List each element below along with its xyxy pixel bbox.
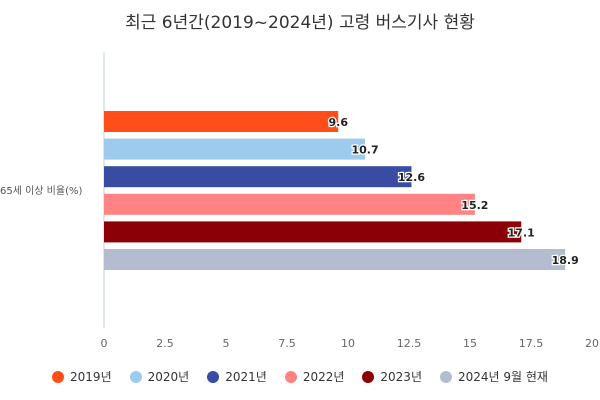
legend-marker-icon	[284, 370, 297, 383]
bar-2021년	[104, 166, 412, 188]
data-label: 18.9	[552, 254, 579, 267]
x-tick-label: 5	[223, 337, 230, 350]
bar-2024년 9월 현재	[104, 249, 566, 270]
bar-2020년	[104, 138, 366, 160]
x-tick-label: 20	[585, 337, 599, 350]
category-label: 65세 이상 비율(%)	[0, 185, 82, 197]
legend-marker-icon	[362, 370, 375, 383]
legend-marker-icon	[440, 370, 452, 383]
x-tick-label: 0	[101, 337, 108, 350]
data-label: 10.7	[352, 144, 379, 157]
x-tick-label: 7.5	[278, 337, 296, 350]
legend-label: 2022년	[302, 370, 345, 384]
data-label: 15.2	[461, 199, 488, 212]
legend-item[interactable]: 2024년 9월 현재	[440, 368, 548, 385]
legend-label: 2024년 9월 현재	[458, 370, 548, 384]
legend-item[interactable]: 2023년	[362, 368, 422, 385]
legend-marker-icon	[52, 370, 65, 383]
x-tick-label: 2.5	[156, 337, 174, 350]
bar-2019년	[104, 111, 339, 132]
legend-item[interactable]: 2021년	[207, 368, 267, 385]
bar-2022년	[104, 193, 475, 215]
chart-title: 최근 6년간(2019~2024년) 고령 버스기사 현황	[125, 13, 475, 33]
x-tick-label: 17.5	[519, 337, 544, 350]
legend-marker-icon	[207, 370, 220, 383]
bar-2023년	[104, 221, 522, 243]
data-label: 12.6	[398, 171, 425, 184]
x-tick-label: 15	[463, 337, 477, 350]
legend-label: 2023년	[380, 370, 422, 384]
data-label: 9.6	[328, 116, 348, 129]
legend-item[interactable]: 2019년	[52, 368, 112, 385]
legend-label: 2021년	[225, 370, 267, 384]
legend-item[interactable]: 2022년	[284, 368, 345, 385]
legend: 2019년 2020년 2021년 2022년 2023년 2024년 9월 현재	[0, 368, 600, 385]
legend-label: 2019년	[70, 370, 112, 384]
x-tick-label: 10	[341, 337, 355, 350]
data-label: 17.1	[508, 226, 535, 239]
legend-label: 2020년	[147, 370, 190, 384]
x-tick-label: 12.5	[397, 337, 422, 350]
legend-item[interactable]: 2020년	[129, 368, 190, 385]
legend-marker-icon	[129, 370, 142, 383]
